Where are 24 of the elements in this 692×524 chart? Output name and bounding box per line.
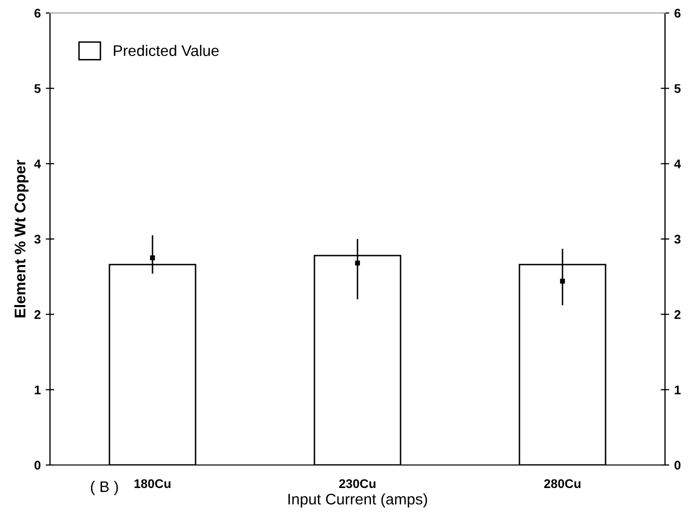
legend-label: Predicted Value (114, 44, 219, 56)
point (560, 278, 565, 284)
point (355, 260, 360, 266)
y-tick-label: 1 (34, 386, 41, 394)
y2-tick-label: 4 (674, 160, 681, 168)
x-tick-label: 180Cu (134, 479, 170, 488)
point (150, 255, 155, 260)
y2-tick-label: 2 (674, 310, 680, 319)
y2-tick-label: 3 (674, 234, 681, 244)
y-tick-label: 0 (34, 460, 40, 470)
y-tick-label: 3 (34, 234, 41, 244)
y2-tick-label: 5 (674, 84, 681, 93)
y-tick-label: 2 (34, 310, 40, 319)
y-tick-label: 6 (34, 8, 41, 18)
y2-tick-label: 6 (674, 8, 681, 18)
y-axis-title: Element % Wt Copper (14, 160, 28, 318)
y-tick-label: 5 (34, 84, 41, 93)
x-axis-title: Input Current (amps) (288, 493, 428, 508)
y-tick-label: 4 (34, 160, 41, 168)
text: ( B ) (90, 480, 118, 496)
x-tick-label: 230Cu (339, 479, 376, 488)
x-tick-label: 280Cu (544, 479, 580, 488)
y2-tick-label: 0 (674, 460, 680, 470)
y2-tick-label: 1 (674, 386, 681, 394)
